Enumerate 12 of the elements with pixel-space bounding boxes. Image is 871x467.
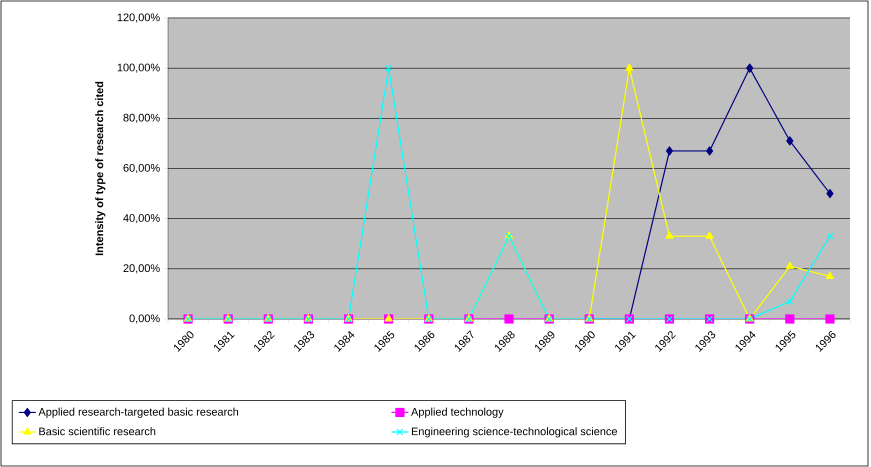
y-axis-title: Intensity of type of research cited (95, 82, 106, 256)
legend-label: Applied technology (411, 408, 504, 418)
legend-label: Applied research-targeted basic research (38, 408, 238, 418)
y-tick-label: 60,00% (124, 164, 160, 174)
y-tick-label: 0,00% (130, 314, 160, 324)
legend-label: Engineering science-technological science (412, 427, 618, 438)
y-tick-label: 100,00% (118, 64, 160, 73)
y-tick-label: 20,00% (124, 264, 160, 274)
y-tick-label: 120,00% (118, 13, 160, 23)
y-tick-label: 40,00% (123, 214, 160, 224)
legend-label: Basic scientific research (39, 427, 156, 436)
y-tick-label: 80,00% (123, 114, 160, 123)
